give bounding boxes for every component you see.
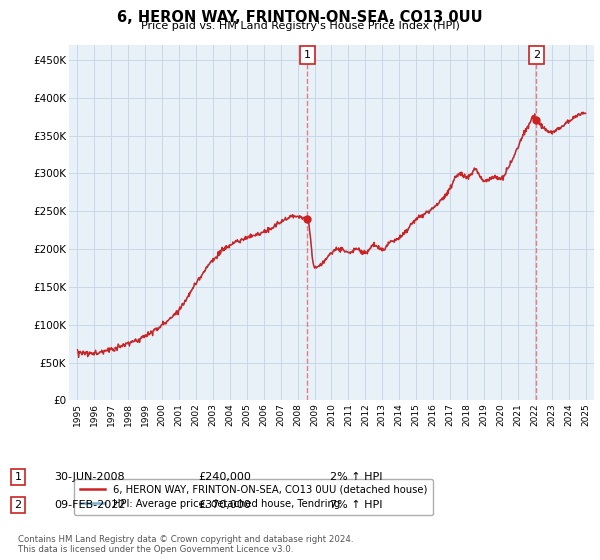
- Text: 2: 2: [533, 50, 540, 60]
- Text: 2: 2: [14, 500, 22, 510]
- Text: 6, HERON WAY, FRINTON-ON-SEA, CO13 0UU: 6, HERON WAY, FRINTON-ON-SEA, CO13 0UU: [117, 10, 483, 25]
- Text: Price paid vs. HM Land Registry's House Price Index (HPI): Price paid vs. HM Land Registry's House …: [140, 21, 460, 31]
- Legend: 6, HERON WAY, FRINTON-ON-SEA, CO13 0UU (detached house), HPI: Average price, det: 6, HERON WAY, FRINTON-ON-SEA, CO13 0UU (…: [74, 479, 433, 515]
- Text: 7% ↑ HPI: 7% ↑ HPI: [330, 500, 383, 510]
- Text: 09-FEB-2022: 09-FEB-2022: [54, 500, 125, 510]
- Text: 1: 1: [304, 50, 311, 60]
- Text: 30-JUN-2008: 30-JUN-2008: [54, 472, 125, 482]
- Text: Contains HM Land Registry data © Crown copyright and database right 2024.
This d: Contains HM Land Registry data © Crown c…: [18, 535, 353, 554]
- Text: 1: 1: [14, 472, 22, 482]
- Text: £370,000: £370,000: [198, 500, 251, 510]
- Text: 2% ↑ HPI: 2% ↑ HPI: [330, 472, 383, 482]
- Text: £240,000: £240,000: [198, 472, 251, 482]
